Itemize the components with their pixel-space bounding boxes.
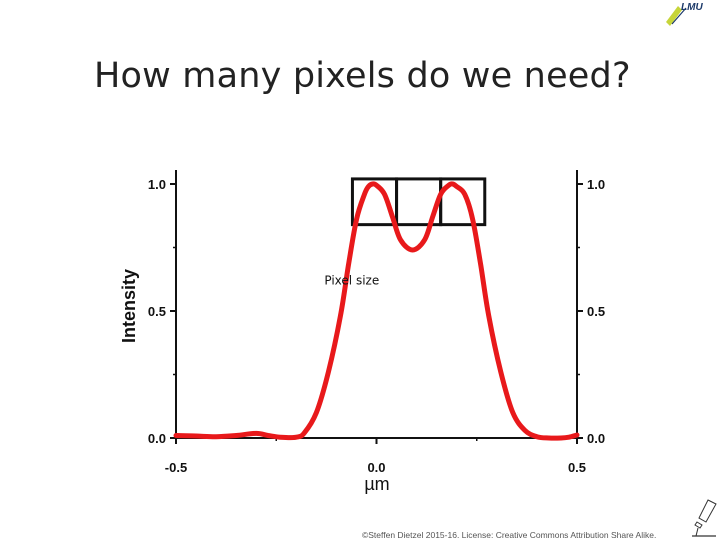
copyright-footer: ©Steffen Dietzel 2015-16. License: Creat… — [362, 530, 657, 540]
y-tick-label-left: 0.5 — [148, 304, 166, 319]
microscope-icon — [692, 499, 717, 537]
y-axis-title: Intensity — [119, 269, 139, 343]
chart-axes — [175, 170, 578, 439]
y-tick-label-left: 1.0 — [148, 177, 166, 192]
chart-ticks: 0.00.51.00.00.51.0-0.5 0.0 0.5 — [148, 177, 605, 475]
x-axis-title: µm — [364, 474, 389, 494]
logo-text: LMU — [681, 2, 703, 13]
x-tick-label: -0.5 — [165, 460, 187, 475]
pixel-boxes — [350, 177, 487, 227]
y-tick-label-right: 1.0 — [587, 177, 605, 192]
x-tick-label: 0.5 — [568, 460, 586, 475]
pixel-box — [439, 177, 487, 227]
university-logo — [666, 6, 687, 26]
y-tick-label-right: 0.0 — [587, 431, 605, 446]
x-tick-label: 0.0 — [367, 460, 385, 475]
slide-title: How many pixels do we need? — [94, 56, 631, 96]
pixel-size-label: Pixel size — [324, 274, 379, 288]
y-tick-label-left: 0.0 — [148, 431, 166, 446]
intensity-curve — [173, 181, 580, 441]
y-tick-label-right: 0.5 — [587, 304, 605, 319]
